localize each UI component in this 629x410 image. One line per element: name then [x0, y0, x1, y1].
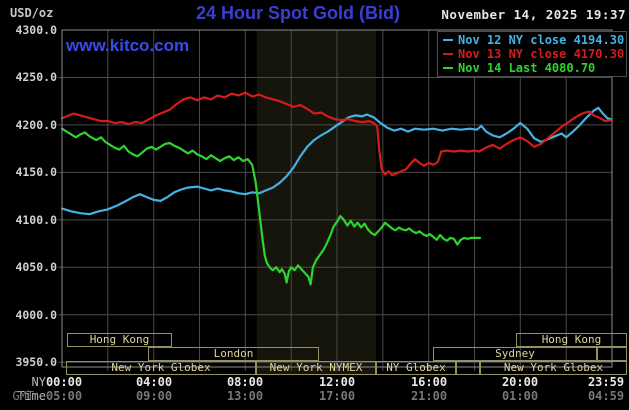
ny-time-axis-label: NY Time — [17, 375, 46, 403]
y-axis-tick-label: 4050.0 — [15, 260, 57, 274]
price-line-nov-14 — [60, 127, 482, 286]
x-axis-tick-gmt: 04:59 — [587, 389, 625, 403]
chart-timestamp: November 14, 2025 19:37 — [441, 7, 626, 22]
legend-dash-icon — [443, 53, 453, 55]
legend-dash-icon — [443, 67, 453, 69]
session-box-empty — [597, 347, 627, 361]
y-axis-tick-label: 4150.0 — [15, 165, 57, 179]
legend-dash-icon — [443, 39, 453, 41]
x-axis-tick-ny: 20:00 — [501, 375, 539, 389]
x-axis-tick-gmt: 13:00 — [226, 389, 264, 403]
x-axis-tick-gmt: 09:00 — [135, 389, 173, 403]
session-box-sydney: Sydney — [433, 347, 597, 361]
nymex-session-band — [256, 30, 376, 375]
session-box-london: London — [148, 347, 319, 361]
legend-item-label: Nov 13 NY close 4170.30 — [458, 47, 625, 61]
legend-item-label: Nov 12 NY close 4194.30 — [458, 33, 625, 47]
x-axis-tick-ny: 08:00 — [226, 375, 264, 389]
legend-item: Nov 13 NY close 4170.30 — [438, 47, 626, 61]
price-line-nov-13 — [60, 91, 613, 177]
y-axis-tick-label: 4000.0 — [15, 308, 57, 322]
session-box-new-york-nymex: New York NYMEX — [256, 361, 376, 375]
legend-panel: Nov 12 NY close 4194.30 Nov 13 NY close 4… — [437, 31, 627, 77]
x-axis-tick-gmt: 05:00 — [45, 389, 83, 403]
y-axis-tick-label: 4200.0 — [15, 118, 57, 132]
kitco-watermark-link: www.kitco.com — [66, 36, 190, 55]
legend-item: Nov 14 Last 4080.70 — [438, 61, 626, 75]
legend-item: Nov 12 NY close 4194.30 — [438, 33, 626, 47]
session-box-hong-kong: Hong Kong — [516, 333, 627, 347]
session-box-ny-globex: NY Globex — [376, 361, 456, 375]
session-box-empty — [456, 361, 480, 375]
plot-border — [61, 29, 613, 368]
x-axis-tick-ny: 23:59 — [587, 375, 625, 389]
y-axis-units-label: USD/oz — [10, 6, 54, 20]
legend-item-label: Nov 14 Last 4080.70 — [458, 61, 596, 75]
x-axis-tick-gmt: 17:00 — [318, 389, 356, 403]
x-axis-tick-ny: 12:00 — [318, 375, 356, 389]
session-box-new-york-globex: New York Globex — [66, 361, 256, 375]
y-axis-tick-label: 3950.0 — [15, 355, 57, 369]
x-axis-tick-gmt: 21:00 — [410, 389, 448, 403]
page-title: 24 Hour Spot Gold (Bid) — [196, 3, 400, 23]
gmt-axis-label: GMT — [12, 389, 34, 403]
x-axis-tick-ny: 16:00 — [410, 375, 448, 389]
session-box-new-york-globex: New York Globex — [480, 361, 627, 375]
y-axis-tick-label: 4100.0 — [15, 213, 57, 227]
x-axis-tick-gmt: 01:00 — [501, 389, 539, 403]
y-axis-tick-label: 4300.0 — [15, 23, 57, 37]
x-axis-tick-ny: 00:00 — [45, 375, 83, 389]
price-line-nov-12 — [60, 106, 613, 216]
x-axis-tick-ny: 04:00 — [135, 375, 173, 389]
y-axis-tick-label: 4250.0 — [15, 70, 57, 84]
session-box-hong-kong: Hong Kong — [67, 333, 172, 347]
